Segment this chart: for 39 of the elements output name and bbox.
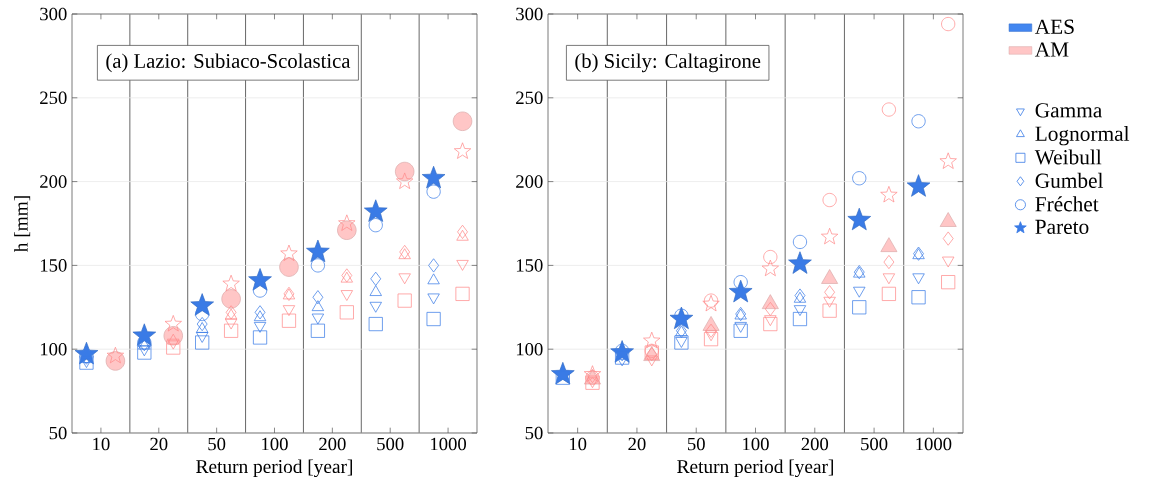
y-tick-label: 250: [516, 91, 543, 105]
x-tick-label: 100: [743, 437, 769, 451]
x-tick-label: 50: [687, 437, 705, 451]
y-tick-label: 250: [40, 91, 67, 105]
y-tick-label: 100: [516, 342, 543, 356]
y-axis-title: h [mm]: [14, 196, 31, 253]
x-tick-label: 10: [93, 437, 110, 451]
legend-label: Gamma: [1035, 103, 1102, 118]
y-tick-label: 100: [40, 342, 67, 356]
legend-label: Weibull: [1034, 149, 1102, 165]
legend-label: Lognormal: [1035, 125, 1130, 146]
y-tick-label: 150: [516, 259, 543, 272]
x-axis-title: Return period [year]: [677, 459, 833, 478]
x-tick-label: 1000: [431, 437, 467, 451]
legend-label: AES: [1034, 19, 1074, 34]
x-tick-label: 1000: [916, 437, 952, 451]
legend-label: AM: [1034, 42, 1069, 57]
y-tick-label: 200: [516, 175, 543, 188]
x-tick-label: 10: [569, 437, 587, 451]
y-tick-label: 200: [40, 175, 67, 188]
x-tick-label: 100: [262, 437, 288, 451]
x-tick-label: 200: [319, 437, 346, 451]
x-tick-label: 500: [861, 437, 888, 451]
x-axis-title: Return period [year]: [196, 459, 352, 478]
legend-label: Gumbel: [1035, 172, 1104, 188]
y-tick-label: 50: [525, 426, 543, 440]
x-tick-label: 200: [801, 437, 829, 451]
y-tick-label: 150: [40, 259, 67, 272]
y-tick-label: 50: [49, 426, 67, 440]
text: (a) Lazio: Subiaco-Scolastica: [106, 53, 351, 73]
x-tick-label: 500: [377, 437, 404, 451]
y-tick-label: 300: [40, 7, 67, 21]
text: (b) Sicily: Caltagirone: [575, 53, 761, 73]
legend-label: Pareto: [1035, 219, 1089, 235]
x-tick-label: 20: [150, 437, 168, 451]
y-tick-label: 300: [516, 7, 543, 21]
legend-label: Fréchet: [1035, 196, 1099, 212]
x-tick-label: 50: [208, 437, 226, 451]
x-tick-label: 20: [628, 437, 646, 451]
